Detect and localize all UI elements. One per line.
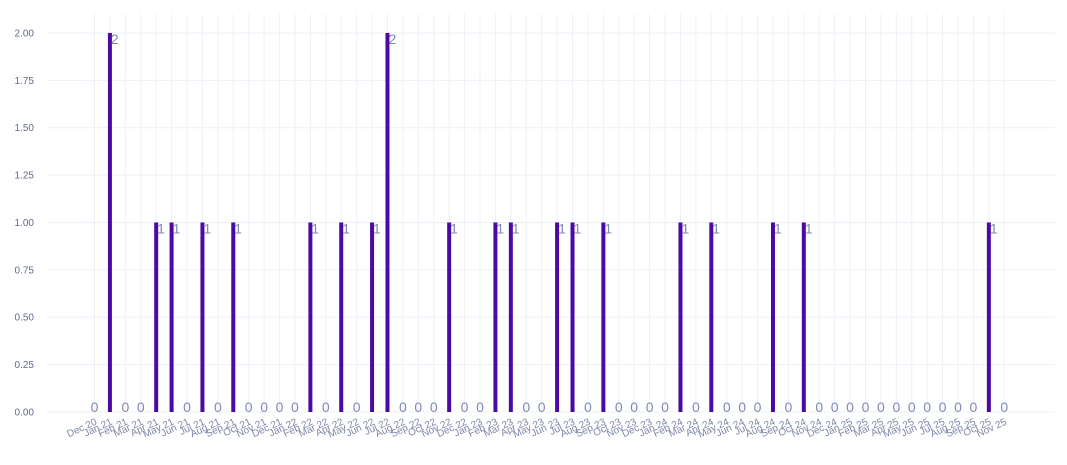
data-label: 0 bbox=[892, 399, 900, 415]
bar bbox=[200, 222, 205, 412]
data-label: 0 bbox=[276, 399, 284, 415]
data-label: 0 bbox=[260, 399, 268, 415]
data-label: 0 bbox=[723, 399, 731, 415]
data-label: 0 bbox=[245, 399, 253, 415]
data-label: 0 bbox=[461, 399, 469, 415]
data-label: 0 bbox=[846, 399, 854, 415]
data-label: 1 bbox=[342, 220, 350, 236]
data-label: 0 bbox=[291, 399, 299, 415]
bar bbox=[678, 222, 683, 412]
data-label: 0 bbox=[831, 399, 839, 415]
bar bbox=[555, 222, 560, 412]
y-tick-label: 0.75 bbox=[15, 265, 35, 276]
data-label: 0 bbox=[646, 399, 654, 415]
y-tick-label: 0.50 bbox=[15, 313, 35, 324]
data-label: 1 bbox=[311, 220, 319, 236]
data-label: 1 bbox=[681, 220, 689, 236]
y-tick-label: 1.50 bbox=[15, 123, 35, 134]
bar bbox=[339, 222, 344, 412]
bar bbox=[986, 222, 991, 412]
data-label: 0 bbox=[615, 399, 623, 415]
y-axis-ticks: 0.00 0.25 0.50 0.75 1.00 1.25 1.50 1.75 2.00 bbox=[15, 28, 35, 418]
data-label: 1 bbox=[496, 220, 504, 236]
data-label: 0 bbox=[862, 399, 870, 415]
data-label: 0 bbox=[91, 399, 99, 415]
data-label: 0 bbox=[522, 399, 530, 415]
bar bbox=[508, 222, 513, 412]
data-label: 1 bbox=[774, 220, 782, 236]
data-label: 0 bbox=[923, 399, 931, 415]
y-tick-label: 1.75 bbox=[15, 76, 35, 87]
bar bbox=[370, 222, 375, 412]
data-label: 0 bbox=[692, 399, 700, 415]
bar bbox=[385, 32, 390, 412]
data-label: 1 bbox=[173, 220, 181, 236]
data-label: 0 bbox=[538, 399, 546, 415]
bar bbox=[308, 222, 313, 412]
y-tick-label: 1.00 bbox=[15, 218, 35, 229]
data-label: 2 bbox=[388, 31, 396, 47]
data-label: 0 bbox=[908, 399, 916, 415]
bar bbox=[493, 222, 498, 412]
data-label: 0 bbox=[815, 399, 823, 415]
data-label: 1 bbox=[990, 220, 998, 236]
data-label: 0 bbox=[137, 399, 145, 415]
data-label: 0 bbox=[661, 399, 669, 415]
data-label: 0 bbox=[322, 399, 330, 415]
data-label: 0 bbox=[121, 399, 129, 415]
bar bbox=[447, 222, 452, 412]
data-label: 1 bbox=[373, 220, 381, 236]
data-label: 0 bbox=[785, 399, 793, 415]
y-tick-label: 2.00 bbox=[15, 28, 35, 39]
data-label: 1 bbox=[450, 220, 458, 236]
y-tick-label: 0.25 bbox=[15, 360, 35, 371]
data-label: 0 bbox=[738, 399, 746, 415]
data-label: 1 bbox=[574, 220, 582, 236]
data-label: 0 bbox=[399, 399, 407, 415]
grid bbox=[48, 14, 1055, 413]
data-label: 0 bbox=[584, 399, 592, 415]
bar bbox=[169, 222, 174, 412]
bar bbox=[231, 222, 236, 412]
bar bbox=[770, 222, 775, 412]
data-label: 1 bbox=[203, 220, 211, 236]
data-label: 0 bbox=[214, 399, 222, 415]
y-tick-label: 1.25 bbox=[15, 171, 35, 182]
data-label: 2 bbox=[111, 31, 119, 47]
bars bbox=[107, 32, 991, 412]
bar bbox=[107, 32, 112, 412]
data-label: 0 bbox=[939, 399, 947, 415]
data-label: 1 bbox=[805, 220, 813, 236]
data-label: 0 bbox=[954, 399, 962, 415]
data-label: 0 bbox=[754, 399, 762, 415]
data-label: 1 bbox=[234, 220, 242, 236]
bar bbox=[709, 222, 714, 412]
y-tick-label: 0.00 bbox=[15, 408, 35, 419]
data-label: 1 bbox=[604, 220, 612, 236]
data-label: 1 bbox=[558, 220, 566, 236]
data-label: 0 bbox=[476, 399, 484, 415]
bar bbox=[154, 222, 159, 412]
bar bbox=[801, 222, 806, 412]
data-label: 0 bbox=[970, 399, 978, 415]
data-label: 1 bbox=[157, 220, 165, 236]
data-label: 0 bbox=[877, 399, 885, 415]
data-label: 1 bbox=[512, 220, 520, 236]
data-label: 0 bbox=[430, 399, 438, 415]
data-label: 1 bbox=[712, 220, 720, 236]
bar bbox=[570, 222, 575, 412]
data-label: 0 bbox=[630, 399, 638, 415]
data-label: 0 bbox=[183, 399, 191, 415]
bar bbox=[601, 222, 606, 412]
data-label: 0 bbox=[1000, 399, 1008, 415]
data-label: 0 bbox=[414, 399, 422, 415]
data-label: 0 bbox=[353, 399, 361, 415]
